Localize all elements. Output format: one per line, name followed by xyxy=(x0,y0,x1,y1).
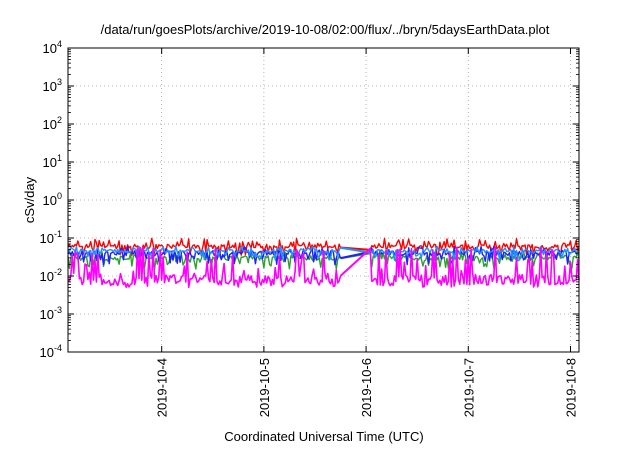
x-tick-label: 2019-10-4 xyxy=(155,358,170,417)
y-tick-label: 10-1 xyxy=(40,229,62,246)
y-tick-label: 10-4 xyxy=(40,343,62,360)
y-tick-label: 10-3 xyxy=(40,305,62,322)
y-tick-label: 104 xyxy=(43,39,62,56)
chart-title: /data/run/goesPlots/archive/2019-10-08/0… xyxy=(101,22,550,37)
series-line xyxy=(369,250,580,270)
x-tick-label: 2019-10-8 xyxy=(563,358,578,417)
y-tick-label: 102 xyxy=(43,115,62,132)
x-axis-label: Coordinated Universal Time (UTC) xyxy=(224,429,423,444)
series-gap-bridge xyxy=(340,246,371,254)
series-gap-bridge xyxy=(339,247,372,277)
x-tick-label: 2019-10-5 xyxy=(257,358,272,417)
y-tick-label: 101 xyxy=(43,153,62,170)
series-line xyxy=(370,245,580,262)
series-line xyxy=(67,237,342,256)
series-line xyxy=(369,246,580,288)
y-axis-label: cSv/day xyxy=(22,176,37,223)
y-tick-label: 10-2 xyxy=(40,267,62,284)
x-tick-label: 2019-10-6 xyxy=(359,358,374,417)
grid-layer xyxy=(68,48,579,352)
x-tick-label: 2019-10-7 xyxy=(461,358,476,417)
y-tick-label: 103 xyxy=(43,77,62,94)
series-layer xyxy=(67,237,580,289)
series-line xyxy=(67,246,342,289)
plot-frame xyxy=(67,47,580,353)
series-line xyxy=(67,245,342,261)
axis-layer: 10-4 10-3 10-2 10-1 100 101 102 103 104 2019-10-4… xyxy=(40,39,579,417)
y-tick-label: 100 xyxy=(43,191,62,208)
